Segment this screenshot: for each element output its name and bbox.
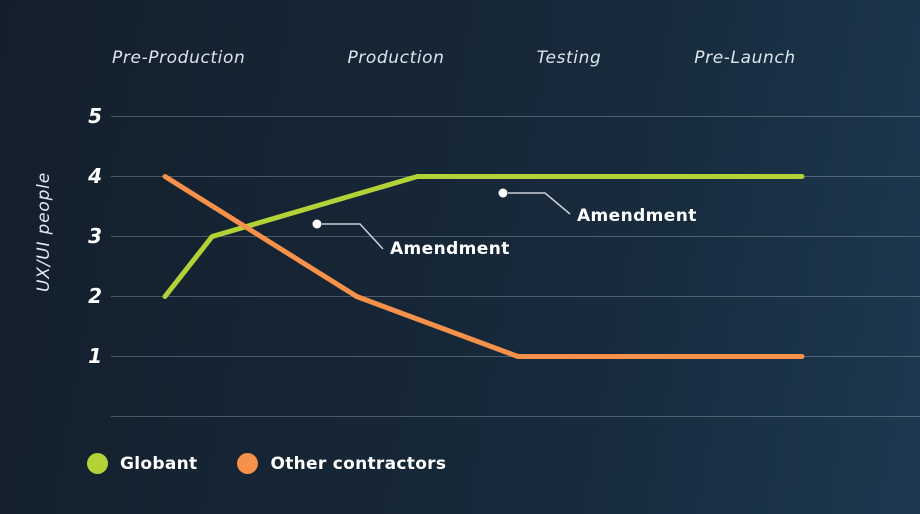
legend-item-globant: Globant	[87, 453, 197, 474]
legend-label-other-contractors: Other contractors	[270, 453, 447, 474]
legend-swatch-globant-icon	[87, 453, 108, 474]
y-tick-5: 5	[88, 104, 102, 128]
x-axis-label-production: Production	[347, 48, 445, 68]
annotation-dot-1	[312, 219, 322, 229]
y-axis-title: UX/UI people	[34, 172, 54, 292]
annotation-leader-2	[508, 192, 571, 215]
x-axis-label-testing: Testing	[536, 48, 602, 68]
legend: Globant Other contractors	[87, 453, 446, 474]
annotation-dot-2	[498, 188, 508, 198]
y-tick-1: 1	[88, 344, 102, 368]
annotation-leader-1	[322, 223, 384, 250]
x-axis-label-pre-production: Pre-Production	[112, 48, 246, 68]
series-line-other-contractors	[162, 174, 805, 359]
y-tick-3: 3	[88, 224, 102, 248]
legend-swatch-other-contractors-icon	[237, 453, 259, 474]
y-tick-4: 4	[88, 164, 102, 188]
x-axis-label-pre-launch: Pre-Launch	[694, 48, 796, 68]
annotation-amendment-1: Amendment	[390, 239, 510, 259]
annotation-amendment-2: Amendment	[577, 206, 697, 226]
y-tick-2: 2	[88, 284, 102, 308]
series-line-globant	[162, 174, 805, 299]
legend-label-globant: Globant	[120, 453, 198, 474]
legend-item-other-contractors: Other contractors	[237, 453, 446, 474]
